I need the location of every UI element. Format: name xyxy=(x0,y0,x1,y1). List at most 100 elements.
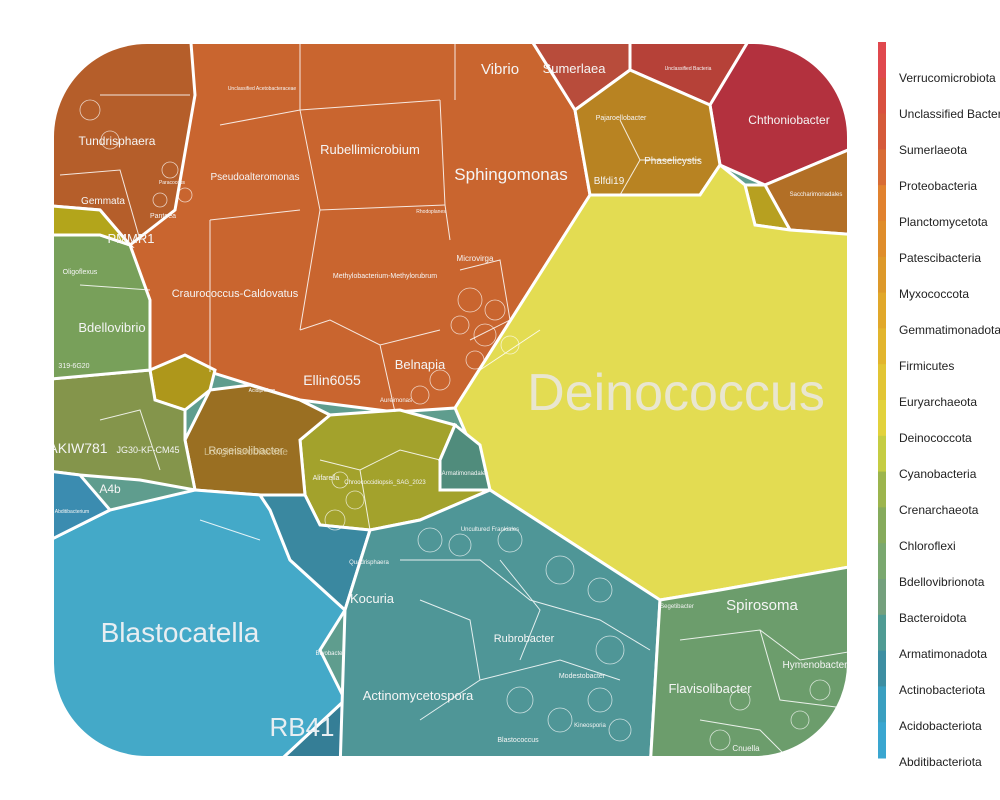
legend-label: Bdellovibrionota xyxy=(899,575,985,589)
label-oligoflexus: Oligoflexus xyxy=(63,269,98,276)
label-tundrisphaera: Tundrisphaera xyxy=(79,134,156,148)
legend-swatch xyxy=(878,292,886,329)
legend-swatch xyxy=(878,256,886,294)
label-akiw781: AKIW781 xyxy=(48,440,107,456)
label-blfdi19: Blfdi19 xyxy=(594,176,625,187)
label-rb41: RB41 xyxy=(269,712,334,742)
legend-swatch xyxy=(878,328,886,365)
cell-labels: Deinococcus Blastocatella RB41 Sphingomo… xyxy=(48,61,848,753)
legend-swatch xyxy=(878,650,886,687)
legend-label: Planctomycetota xyxy=(899,215,988,229)
legend-label: Chloroflexi xyxy=(899,539,956,553)
cell-armatimonadota xyxy=(438,422,492,492)
legend-label: Acidobacteriota xyxy=(899,719,982,733)
treemap-cells: Deinococcus Blastocatella RB41 Sphingomo… xyxy=(48,42,849,758)
label-gemmata: Gemmata xyxy=(81,196,125,207)
legend-label: Verrucomicrobiota xyxy=(899,71,996,85)
cell-crenarchaeota xyxy=(52,203,135,249)
legend-swatch xyxy=(878,113,886,150)
label-319-6g20: 319-6G20 xyxy=(58,363,89,370)
label-bryobacter: Bryobacter xyxy=(315,651,344,657)
legend-label: Actinobacteriota xyxy=(899,683,985,697)
label-kocuria: Kocuria xyxy=(350,591,395,606)
label-belnapia: Belnapia xyxy=(395,357,446,372)
label-pseudoalteromonas: Pseudoalteromonas xyxy=(211,172,300,183)
legend: Verrucomicrobiota Unclassified Bacteria Su… xyxy=(878,42,1000,769)
label-sphingomonas: Sphingomonas xyxy=(454,165,567,184)
legend-swatch xyxy=(878,221,886,258)
legend-label: Firmicutes xyxy=(899,359,954,373)
label-deinococcus: Deinococcus xyxy=(527,364,825,422)
legend-swatch xyxy=(878,364,886,401)
cell-abditibacteriota xyxy=(52,468,113,548)
label-blastococcus: Blastococcus xyxy=(497,737,539,744)
label-segetibacter: Segetibacter xyxy=(660,604,694,610)
legend-swatch xyxy=(878,400,886,437)
label-phaselicystis: Phaselicystis xyxy=(644,156,702,167)
label-alifarella: Alifarella xyxy=(313,475,340,482)
label-unclassified-acetobacteraceae: Unclassified Acetobacteraceae xyxy=(228,86,297,92)
label-longimicrobiaceae: Longimicrobiaceae xyxy=(204,447,288,458)
label-chroococcidiopsis: Chroococcidiopsis_SAG_2023 xyxy=(344,480,426,486)
legend-label: Crenarchaeota xyxy=(899,503,979,517)
legend-label: Myxococcota xyxy=(899,287,969,301)
label-roseisolibacter: Roseisolibacter xyxy=(208,445,284,457)
label-vibrio: Vibrio xyxy=(481,61,519,78)
label-acidiphilium: Acidiphilium xyxy=(249,388,276,394)
label-cnuella: Cnuella xyxy=(732,744,760,753)
legend-swatch xyxy=(878,686,886,723)
legend-label: Unclassified Bacteria xyxy=(899,107,1000,121)
legend-swatch xyxy=(878,471,886,508)
legend-label: Gemmatimonadota xyxy=(899,323,1000,337)
label-armatimonadales: Armatimonadales xyxy=(442,471,489,477)
label-pmmr1: PMMR1 xyxy=(108,231,155,246)
label-rubellimicrobium: Rubellimicrobium xyxy=(320,142,420,157)
label-modestobacter: Modestobacter xyxy=(559,673,606,680)
label-a4b: A4b xyxy=(99,482,121,496)
label-microvirga: Microvirga xyxy=(457,254,494,263)
label-bdellovibrio: Bdellovibrio xyxy=(78,320,145,335)
legend-label: Bacteroidota xyxy=(899,611,967,625)
label-abditibacterium: Abditibacterium xyxy=(55,509,89,515)
legend-swatch xyxy=(878,77,886,115)
legend-swatch xyxy=(878,42,886,79)
cell-planctomycetota xyxy=(52,42,197,248)
legend-swatch xyxy=(878,185,886,222)
cell-bacteroidota xyxy=(648,563,849,758)
label-uncultured-frankiales: Uncultured Frankiales xyxy=(461,527,519,533)
legend-swatch xyxy=(878,722,886,759)
label-chthoniobacter: Chthoniobacter xyxy=(748,113,829,127)
legend-swatch xyxy=(878,507,886,544)
label-craurococcus: Craurococcus-Caldovatus xyxy=(172,288,299,300)
legend-label: Cyanobacteria xyxy=(899,467,977,481)
legend-label: Sumerlaeota xyxy=(899,143,967,157)
label-aureimonas: Aureimonas xyxy=(380,398,412,404)
legend-label: Armatimonadota xyxy=(899,647,987,661)
label-pajaroellobacter: Pajaroellobacter xyxy=(596,115,647,122)
legend-swatch xyxy=(878,435,886,473)
label-methylobacterium: Methylobacterium-Methylorubrum xyxy=(333,273,437,280)
label-hymenobacter: Hymenobacter xyxy=(782,660,848,671)
label-flavisolibacter: Flavisolibacter xyxy=(668,681,752,696)
legend-swatch xyxy=(878,543,886,580)
legend-swatch xyxy=(878,579,886,616)
legend-swatch xyxy=(878,614,886,652)
label-rhodoplanes: Rhodoplanes xyxy=(416,209,446,215)
label-actinomycetospora: Actinomycetospora xyxy=(363,688,474,703)
cell-bdellovibrionota xyxy=(52,233,152,382)
label-spirosoma: Spirosoma xyxy=(726,597,798,614)
label-ellin6055: Ellin6055 xyxy=(303,372,361,388)
label-kineosporia: Kineosporia xyxy=(574,723,606,729)
legend-label: Proteobacteria xyxy=(899,179,977,193)
label-rubrobacter: Rubrobacter xyxy=(494,633,555,645)
label-blastocatella: Blastocatella xyxy=(101,617,260,648)
legend-label: Euryarchaeota xyxy=(899,395,977,409)
label-pantoea: Pantoea xyxy=(150,213,176,220)
label-paracoccus: Paracoccus xyxy=(159,180,186,186)
label-sumerlaea: Sumerlaea xyxy=(543,61,607,76)
legend-label: Deinococcota xyxy=(899,431,972,445)
label-jg30: JG30-KF-CM45 xyxy=(116,445,179,455)
label-saccharimonadales: Saccharimonadales xyxy=(790,192,843,198)
label-unclassified-bacteria: Unclassified Bacteria xyxy=(665,66,712,72)
